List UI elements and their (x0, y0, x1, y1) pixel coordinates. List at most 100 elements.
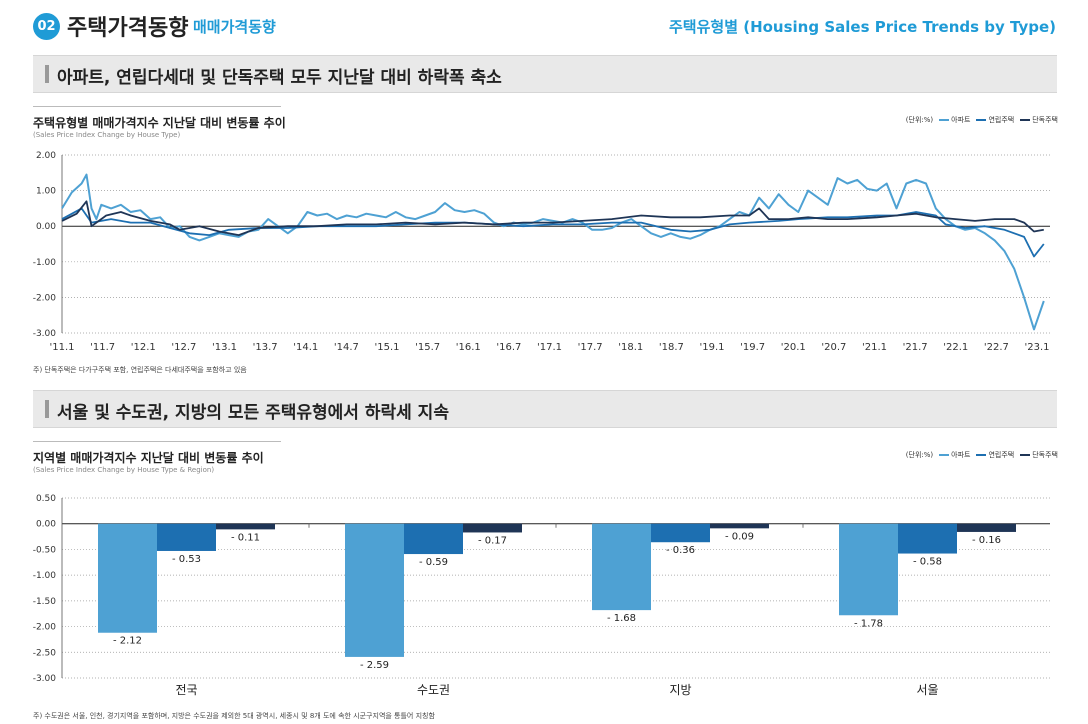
y-tick-label: -3.00 (33, 329, 57, 339)
data-label: - 1.68 (607, 613, 636, 624)
section-heading-text: 아파트, 연립다세대 및 단독주택 모두 지난달 대비 하락폭 축소 (57, 68, 502, 88)
x-category-label: 전국 (175, 683, 197, 697)
x-tick-label: '17.1 (537, 342, 562, 353)
series-line-row (61, 207, 1045, 258)
chart1-subtitle: (Sales Price Index Change by House Type) (33, 131, 181, 139)
x-tick-label: '19.1 (699, 342, 724, 353)
chart1-top-rule (33, 106, 281, 107)
x-tick-label: '11.1 (49, 342, 74, 353)
y-tick-label: -1.50 (33, 597, 57, 607)
x-tick-label: '20.1 (781, 342, 806, 353)
chart1-legend: (단위:%) 아파트 연립주택 단독주택 (906, 115, 1058, 125)
section-marker (45, 400, 49, 418)
bar-chart-region: 0.50 0.00 -0.50 -1.00 -1.50 -2.00 -2.50 -3.00 - … (33, 494, 1050, 697)
bar-apt-2 (592, 523, 651, 611)
y-tick-label: 1.00 (36, 187, 56, 197)
y-tick-label: 2.00 (36, 151, 56, 161)
legend-item-det: 단독주택 (1020, 450, 1058, 460)
x-category-label: 지방 (669, 683, 691, 697)
bar-det-0 (216, 523, 275, 530)
legend-item-det: 단독주택 (1020, 115, 1058, 125)
page-header: 02 주택가격동향 매매가격동향 주택유형별 (Housing Sales Pr… (0, 0, 1088, 50)
x-tick-label: '13.7 (253, 342, 278, 353)
chart1-title: 주택유형별 매매가격지수 지난달 대비 변동률 추이 (33, 116, 286, 130)
chart2-top-rule (33, 441, 281, 442)
bar-row-3 (898, 523, 957, 554)
x-tick-label: '15.7 (415, 342, 440, 353)
x-tick-label: '21.7 (903, 342, 928, 353)
legend-unit: (단위:%) (905, 451, 934, 459)
chart1-note: 주) 단독주택은 다가구주택 포함, 연립주택은 다세대주택을 포함하고 있음 (33, 366, 247, 374)
x-tick-label: '16.1 (456, 342, 481, 353)
section-marker (45, 65, 49, 83)
y-tick-label: -2.00 (33, 293, 57, 303)
bar-apt-0 (98, 523, 157, 633)
section-heading-text: 서울 및 수도권, 지방의 모든 주택유형에서 하락세 지속 (57, 403, 449, 423)
section-heading-1: 아파트, 연립다세대 및 단독주택 모두 지난달 대비 하락폭 축소 (33, 55, 1057, 93)
page-title: 주택가격동향 (67, 16, 189, 41)
bar-apt-1 (345, 523, 404, 657)
chart2-note: 주) 수도권은 서울, 인천, 경기지역을 포함하며, 지방은 수도권을 제외한… (33, 712, 435, 720)
bar-row-0 (157, 523, 216, 551)
data-label: - 0.53 (172, 554, 201, 565)
legend-item-apt: 아파트 (939, 450, 970, 460)
x-tick-label: '16.7 (496, 342, 521, 353)
x-tick-label: '13.1 (212, 342, 237, 353)
bar-det-1 (463, 523, 522, 533)
series-line-det (61, 200, 1044, 236)
y-tick-label: -3.00 (33, 674, 57, 684)
x-tick-label: '19.7 (740, 342, 765, 353)
x-category-label: 수도권 (417, 683, 450, 697)
data-label: - 0.11 (231, 532, 260, 543)
legend-item-row: 연립주택 (976, 450, 1014, 460)
x-tick-label: '14.7 (334, 342, 359, 353)
line-chart-house-type: 2.00 1.00 0.00 -1.00 -2.00 -3.00 '11.1 '11.7 '12… (33, 151, 1050, 353)
x-tick-label: '14.1 (293, 342, 318, 353)
data-label: - 0.16 (972, 535, 1001, 546)
y-tick-label: -0.50 (33, 545, 57, 555)
y-tick-label: -2.00 (33, 623, 57, 633)
bar-row-1 (404, 523, 463, 555)
data-label: - 0.36 (666, 545, 695, 556)
bar-det-3 (957, 523, 1016, 532)
data-label: - 0.58 (913, 557, 942, 568)
x-category-label: 서울 (916, 683, 938, 697)
legend-unit: (단위:%) (905, 116, 934, 124)
chart2-legend: (단위:%) 아파트 연립주택 단독주택 (906, 450, 1058, 460)
data-label: - 0.17 (478, 535, 507, 546)
section-number-badge: 02 (33, 13, 60, 40)
section-heading-2: 서울 및 수도권, 지방의 모든 주택유형에서 하락세 지속 (33, 390, 1057, 428)
chart2-title: 지역별 매매가격지수 지난달 대비 변동률 추이 (33, 451, 264, 465)
data-label: - 2.12 (113, 636, 142, 647)
bar-det-2 (710, 523, 769, 529)
data-label: - 0.09 (725, 531, 754, 542)
x-tick-label: '15.1 (374, 342, 399, 353)
x-tick-label: '18.7 (659, 342, 684, 353)
x-tick-label: '17.7 (578, 342, 603, 353)
x-tick-label: '21.1 (862, 342, 887, 353)
x-tick-label: '23.1 (1024, 342, 1049, 353)
data-label: - 2.59 (360, 660, 389, 671)
x-tick-label: '20.7 (821, 342, 846, 353)
legend-item-apt: 아파트 (939, 115, 970, 125)
legend-item-row: 연립주택 (976, 115, 1014, 125)
chart2-subtitle: (Sales Price Index Change by House Type … (33, 466, 215, 474)
x-tick-label: '12.1 (131, 342, 156, 353)
x-tick-label: '11.7 (90, 342, 115, 353)
bar-row-2 (651, 523, 710, 543)
x-tick-label: '12.7 (171, 342, 196, 353)
data-label: - 0.59 (419, 557, 448, 568)
y-tick-label: -1.00 (33, 571, 57, 581)
y-tick-label: -2.50 (33, 648, 57, 658)
bar-apt-3 (839, 523, 898, 616)
y-tick-label: -1.00 (33, 258, 57, 268)
y-tick-label: 0.00 (36, 520, 56, 530)
x-tick-label: '22.1 (943, 342, 968, 353)
page-subtitle: 매매가격동향 (193, 18, 276, 36)
x-tick-label: '18.1 (618, 342, 643, 353)
x-tick-label: '22.7 (984, 342, 1009, 353)
page-right-title: 주택유형별 (Housing Sales Price Trends by Typ… (669, 18, 1056, 36)
series-line-apt (61, 173, 1045, 331)
y-tick-label: 0.50 (36, 494, 56, 504)
data-label: - 1.78 (854, 618, 883, 629)
